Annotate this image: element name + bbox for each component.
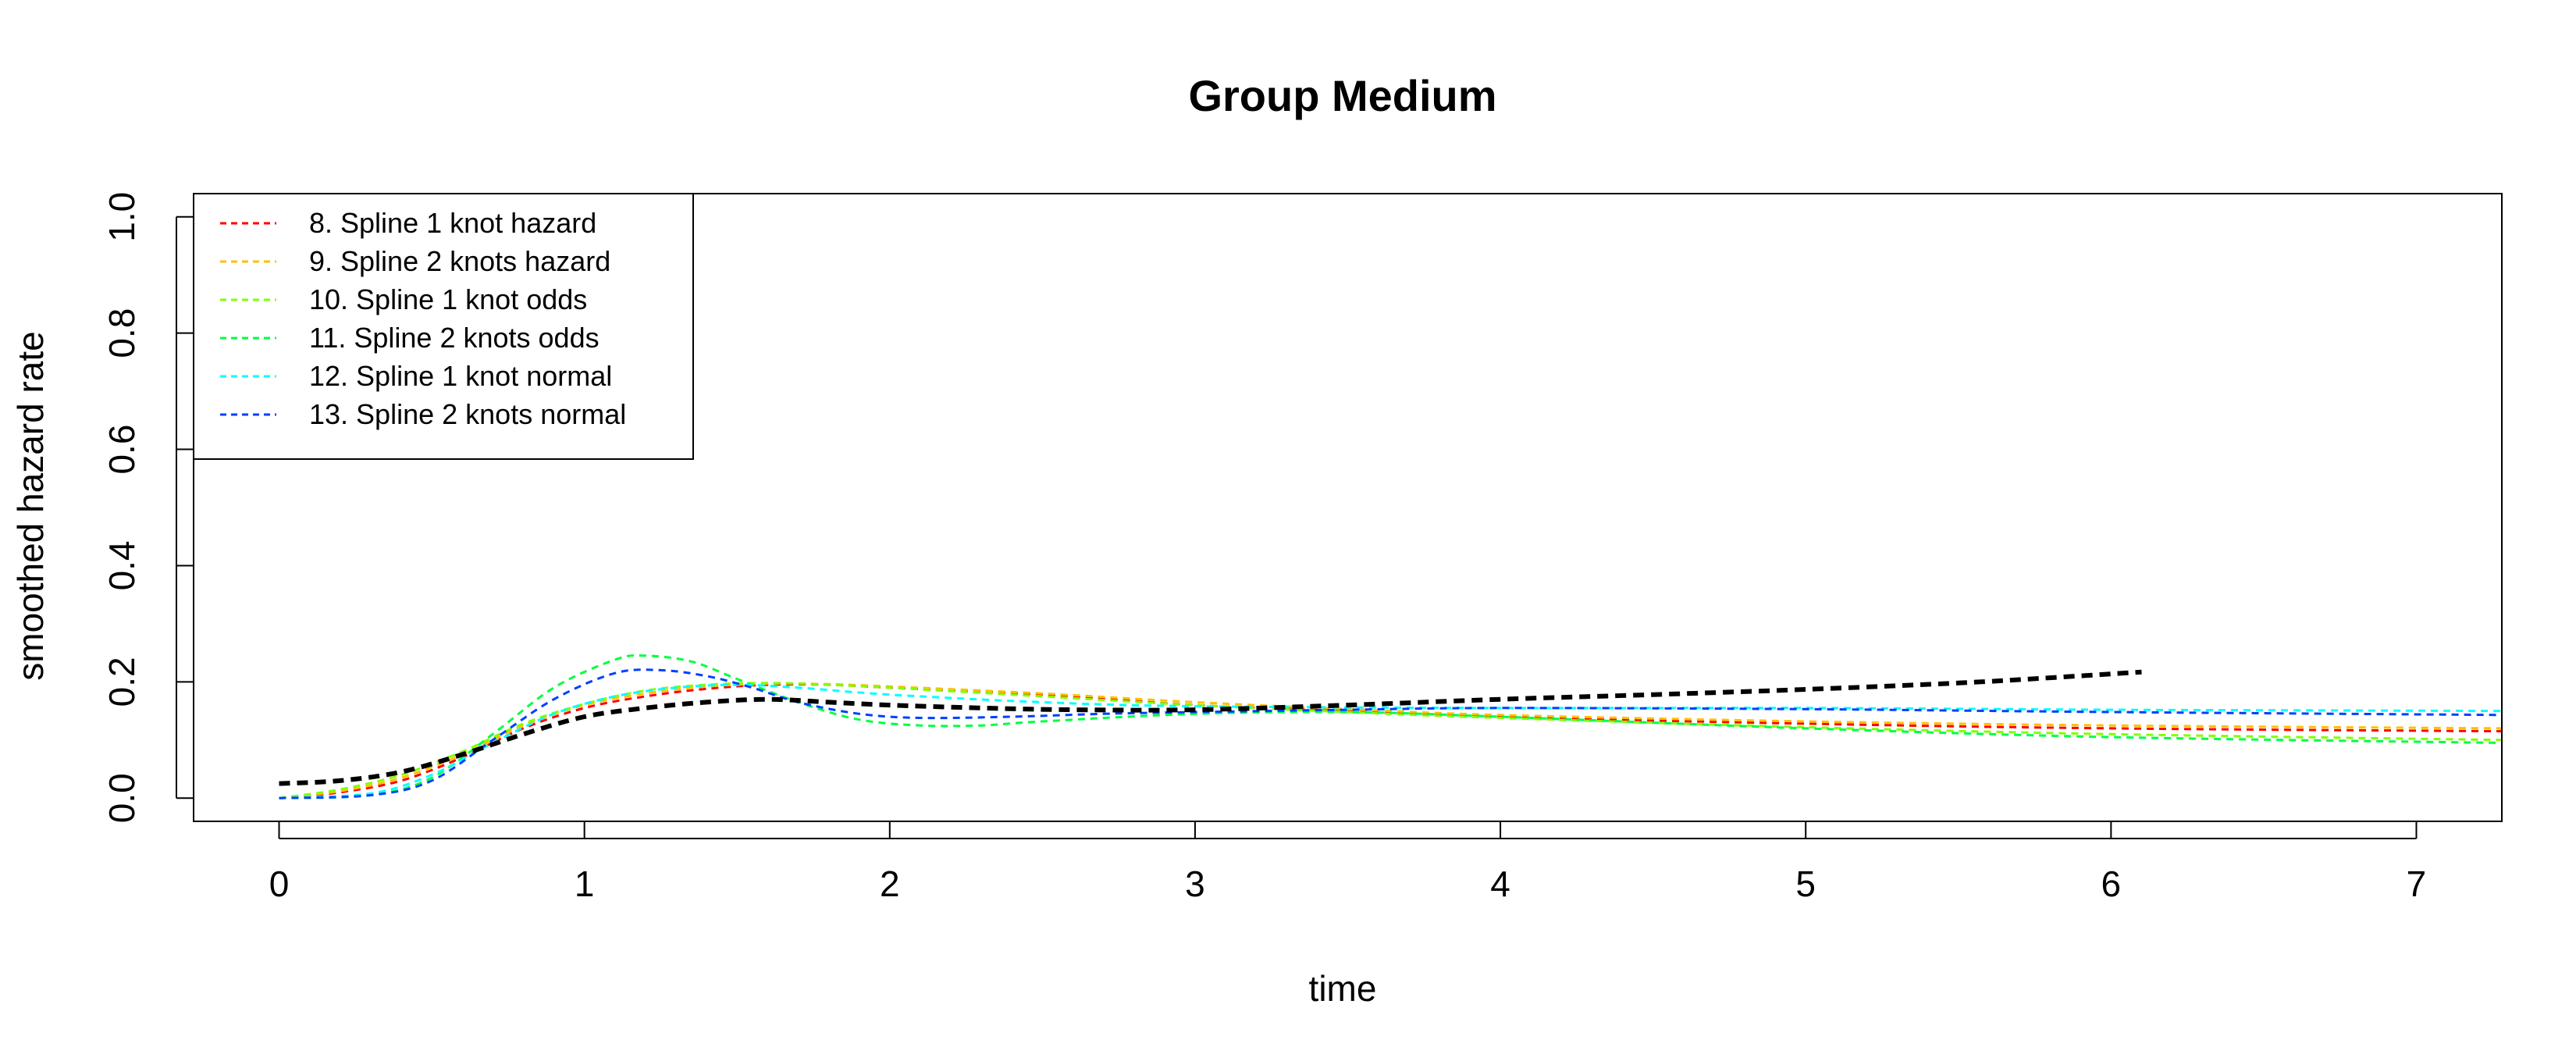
y-tick-label: 1.0: [101, 192, 142, 242]
x-tick-label: 3: [1185, 863, 1205, 904]
series-line-4: [279, 654, 2502, 799]
y-tick-label: 0.0: [101, 773, 142, 823]
x-tick-label: 7: [2407, 863, 2427, 904]
reference-line: [279, 669, 2142, 786]
series-line-6: [279, 668, 2502, 799]
x-tick-label: 2: [880, 863, 900, 904]
legend-label: 9. Spline 2 knots hazard: [309, 245, 610, 277]
y-tick-label: 0.8: [101, 308, 142, 358]
legend-label: 10. Spline 1 knot odds: [309, 283, 587, 315]
x-tick-label: 5: [1795, 863, 1816, 904]
x-tick-label: 0: [269, 863, 290, 904]
plot-area: 0 1 2 3 4 5 6 7 0.0 0.2 0.4 0.6 0.8 1.0 8. Spline 1 kn…: [101, 192, 2503, 904]
legend-label: 11. Spline 2 knots odds: [309, 322, 600, 354]
y-tick-label: 0.6: [101, 425, 142, 475]
legend-label: 12. Spline 1 knot normal: [309, 360, 612, 392]
x-tick-label: 1: [575, 863, 595, 904]
y-tick-label: 0.4: [101, 540, 142, 590]
x-axis-label: time: [1309, 968, 1377, 1009]
series-line-3: [279, 682, 2502, 799]
plot-frame: [193, 193, 2503, 822]
chart-title: Group Medium: [1188, 71, 1496, 120]
x-tick-label: 6: [2101, 863, 2122, 904]
x-tick-label: 4: [1490, 863, 1510, 904]
series-line-2: [279, 682, 2502, 799]
legend-label: 13. Spline 2 knots normal: [309, 398, 626, 430]
legend-label: 8. Spline 1 knot hazard: [309, 207, 596, 239]
legend-box: [193, 193, 694, 460]
y-axis-label: smoothed hazard rate: [10, 331, 51, 681]
y-tick-label: 0.2: [101, 657, 142, 707]
